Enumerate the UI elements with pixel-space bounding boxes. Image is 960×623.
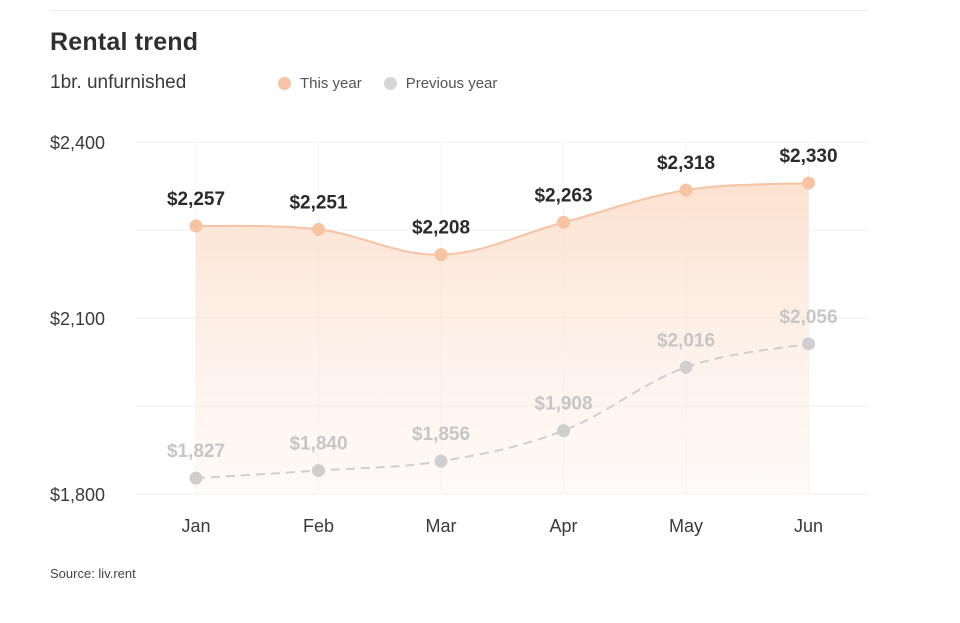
legend-dot-this-year [278,77,291,90]
y-tick-label: $2,400 [50,133,105,153]
y-tick-label: $1,800 [50,485,105,505]
chart-subtitle: 1br. unfurnished [50,72,187,93]
this-year-data-label: $2,251 [289,192,348,213]
this-year-point [557,215,570,229]
source-note: Source: liv.rent [50,566,136,581]
data-points [189,176,815,485]
top-divider [50,10,868,11]
legend-item-previous-year: Previous year [383,75,498,92]
previous-year-data-label: $1,827 [167,441,225,462]
previous-year-point [802,337,815,351]
previous-year-point [434,454,448,468]
previous-year-point [189,471,203,485]
this-year-data-label: $2,263 [534,185,592,206]
series-lines [195,182,809,480]
x-tick-label: May [669,516,703,536]
y-tick-label: $2,100 [50,309,105,329]
legend-label-previous-year: Previous year [405,75,498,92]
this-year-point [679,183,693,197]
data-labels: $2,257 $2,251 $2,208 $2,263 $2,318 $2,330 $1,8… [167,146,838,462]
this-year-data-label: $2,330 [779,146,837,167]
previous-year-line [195,342,809,480]
chart-title: Rental trend [50,28,199,56]
previous-year-data-label: $2,056 [779,307,837,328]
this-year-data-label: $2,257 [167,189,225,210]
legend-item-this-year: This year [278,75,362,92]
x-tick-label: Feb [303,516,334,536]
previous-year-point [312,464,325,478]
axis-labels: $1,800 $2,100 $2,400 Jan Feb Mar Apr May Jun [50,133,823,536]
area-fill [196,183,809,495]
previous-year-data-label: $2,016 [657,330,715,351]
legend-dot-previous-year [383,77,397,90]
previous-year-data-label: $1,908 [534,394,592,415]
this-year-area [196,183,809,495]
this-year-data-label: $2,208 [412,218,470,239]
previous-year-point [557,424,570,438]
this-year-point [434,248,448,262]
x-tick-label: Jun [794,516,823,536]
this-year-point [312,222,325,236]
this-year-point [802,176,815,190]
previous-year-point [679,360,693,374]
x-tick-label: Mar [426,516,457,536]
this-year-point [189,219,203,233]
x-tick-label: Jan [181,516,210,536]
this-year-line [195,182,809,256]
previous-year-data-label: $1,840 [289,434,347,455]
legend-label-this-year: This year [300,75,362,92]
x-tick-label: Apr [549,516,577,536]
legend: This year Previous year [278,75,519,92]
this-year-data-label: $2,318 [657,153,715,174]
previous-year-data-label: $1,856 [412,424,470,445]
